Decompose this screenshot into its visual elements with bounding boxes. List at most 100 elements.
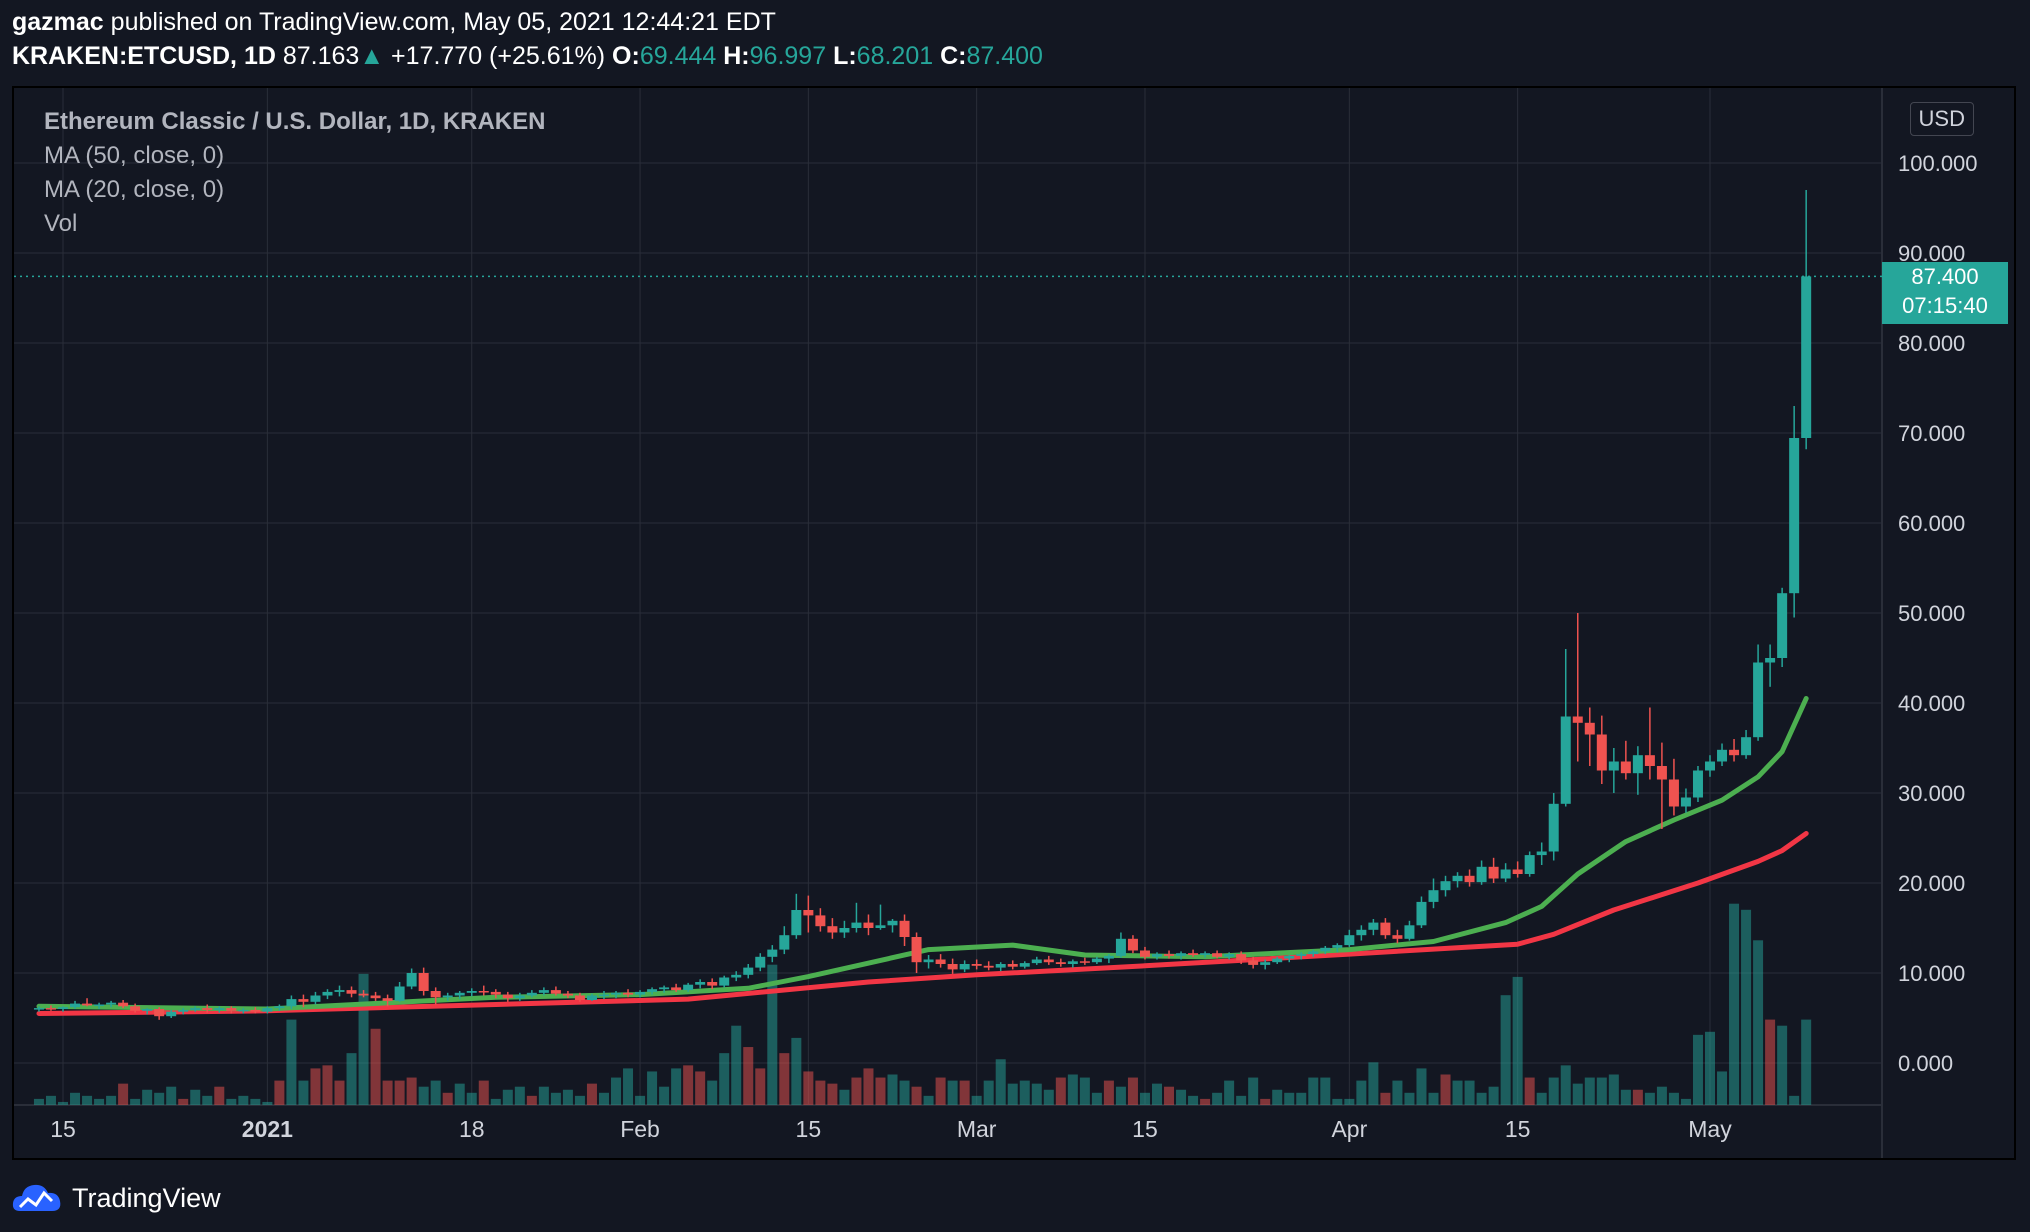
volume-bar (442, 1092, 453, 1105)
x-tick-label: Apr (1331, 1116, 1367, 1142)
volume-bar (1656, 1086, 1667, 1105)
candle-body (1717, 749, 1728, 762)
candle-body (406, 973, 417, 987)
candle-body (1308, 951, 1319, 955)
candle-body (683, 984, 694, 991)
candle-body (1079, 961, 1090, 963)
volume-bar (382, 1080, 393, 1105)
volume-bar (1608, 1074, 1619, 1105)
candle-body (803, 910, 814, 916)
candle-body (1705, 761, 1715, 771)
volume-bar (1007, 1083, 1018, 1105)
volume-bar (238, 1095, 249, 1105)
volume-bar (695, 1071, 706, 1105)
candle-body (202, 1008, 213, 1010)
candle-body (310, 995, 321, 1002)
volume-bar (250, 1098, 261, 1105)
candle-body (1632, 755, 1643, 774)
author-name[interactable]: gazmac (12, 8, 104, 36)
chart-frame[interactable]: 100.000 90.000 80.000 70.000 60.000 50.000 40.… (12, 86, 2016, 1160)
footer[interactable]: TradingView (12, 1176, 221, 1220)
candle-body (707, 982, 718, 986)
volume-bar (887, 1074, 898, 1105)
volume-bar (1741, 909, 1752, 1105)
volume-bar (1224, 1080, 1235, 1105)
candle-body (1380, 922, 1391, 936)
volume-bar (502, 1089, 513, 1105)
candle-body (1164, 954, 1175, 956)
legend-ma20[interactable]: MA (20, close, 0) (44, 176, 225, 203)
legend-ma50[interactable]: MA (50, close, 0) (44, 142, 225, 169)
volume-bar (1753, 940, 1764, 1105)
candle-body (1572, 716, 1583, 723)
candle-body (1091, 958, 1102, 963)
candle-body (466, 991, 477, 993)
candle-body (1236, 954, 1247, 961)
candle-body (1452, 875, 1463, 882)
last-price: 87.163 (282, 42, 360, 70)
candle-body (695, 982, 706, 985)
volume-bar (1668, 1092, 1679, 1105)
volume-bar (430, 1080, 441, 1105)
legend-title[interactable]: Ethereum Classic / U.S. Dollar, 1D, KRAK… (44, 108, 546, 135)
volume-bar (971, 1095, 982, 1105)
candle-body (1031, 959, 1042, 964)
volume-bar (130, 1098, 141, 1105)
symbol-label: KRAKEN:ETCUSD, 1D (12, 42, 276, 70)
candle-body (1765, 658, 1776, 663)
candle-body (538, 990, 549, 993)
open-label: O: (612, 42, 640, 70)
open-value: 69.444 (639, 42, 717, 70)
candle-body (82, 1003, 93, 1006)
volume-bar (514, 1086, 525, 1105)
candle-body (1067, 961, 1078, 964)
candle-body (755, 956, 766, 968)
candle-body (1596, 734, 1607, 771)
volume-bar (671, 1068, 682, 1105)
x-tick-label: 15 (796, 1116, 822, 1142)
candle-body (334, 990, 345, 992)
volume-bar (1801, 1019, 1812, 1105)
candle-body (1392, 935, 1403, 939)
volume-bar (226, 1098, 237, 1105)
volume-bar (1296, 1092, 1307, 1105)
candle-body (1176, 953, 1187, 956)
candle-body (58, 1007, 68, 1009)
candle-body (959, 964, 970, 970)
candle-body (923, 959, 934, 963)
volume-bar (779, 1053, 790, 1105)
volume-bar (1536, 1092, 1547, 1105)
candle-body (1332, 945, 1343, 948)
volume-bar (406, 1077, 417, 1105)
candle-body (178, 1009, 189, 1012)
candle-body (586, 995, 597, 1000)
y-tick-label: 100.000 (1898, 151, 1978, 176)
candle-body (671, 987, 682, 991)
volume-bar (118, 1083, 129, 1105)
candle-body (1260, 962, 1271, 965)
candle-body (875, 925, 886, 928)
volume-bar (791, 1037, 802, 1105)
candle-body (1139, 950, 1150, 957)
candle-body (983, 965, 994, 968)
candle-body (1151, 954, 1162, 957)
volume-bar (839, 1089, 850, 1105)
price-chart[interactable]: 100.000 90.000 80.000 70.000 60.000 50.000 40.… (14, 88, 2014, 1158)
candle-body (935, 959, 946, 964)
volume-bar (815, 1080, 826, 1105)
volume-bar (334, 1080, 345, 1105)
candle-body (1500, 869, 1511, 879)
volume-bar (1440, 1074, 1451, 1105)
volume-bar (33, 1098, 44, 1105)
volume-bar (478, 1080, 489, 1105)
volume-bar (1392, 1080, 1403, 1105)
volume-bar (1188, 1095, 1199, 1105)
volume-bar (418, 1086, 429, 1105)
candle-body (731, 974, 742, 978)
candle-body (839, 928, 850, 933)
legend-vol[interactable]: Vol (44, 210, 78, 237)
candle-body (1368, 922, 1379, 930)
candle-body (815, 915, 826, 927)
volume-bar (1200, 1098, 1211, 1105)
currency-button[interactable]: USD (1909, 102, 1974, 136)
